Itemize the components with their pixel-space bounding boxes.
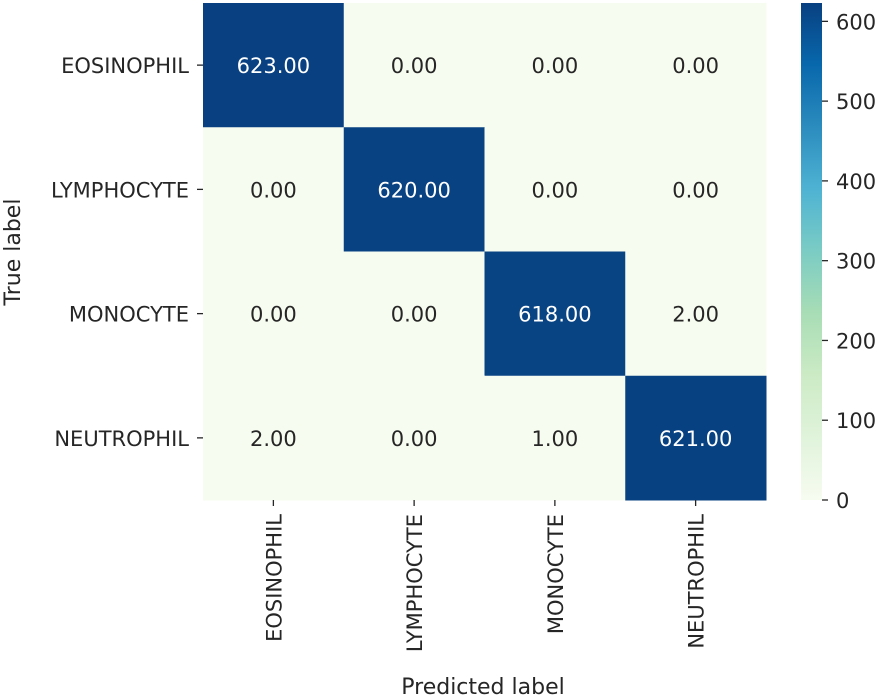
colorbar-ticks: 0 100 200 300 400 500 600 bbox=[822, 10, 876, 513]
colorbar-tick-label: 600 bbox=[836, 10, 876, 34]
heatmap-cell bbox=[625, 127, 767, 252]
y-tick-label: LYMPHOCYTE bbox=[51, 178, 189, 202]
heatmap-cell bbox=[625, 375, 767, 501]
y-tick-label: EOSINOPHIL bbox=[61, 54, 189, 78]
cell-value-label: 0.00 bbox=[250, 303, 297, 327]
cell-value-label: 2.00 bbox=[672, 303, 719, 327]
x-tick-label: LYMPHOCYTE bbox=[403, 514, 427, 652]
x-axis-ticks: EOSINOPHIL LYMPHOCYTE MONOCYTE NEUTROPHIL bbox=[262, 500, 709, 652]
cell-value-label: 0.00 bbox=[391, 303, 438, 327]
heatmap-cell bbox=[625, 251, 767, 377]
y-tick-label: NEUTROPHIL bbox=[54, 427, 189, 451]
cell-value-label: 618.00 bbox=[518, 303, 591, 327]
heatmap-cell bbox=[203, 127, 345, 252]
cell-value-label: 1.00 bbox=[531, 427, 578, 451]
cell-value-label: 623.00 bbox=[237, 54, 310, 78]
x-tick-label: MONOCYTE bbox=[544, 514, 568, 634]
heatmap-cell bbox=[625, 3, 767, 128]
cell-value-label: 0.00 bbox=[250, 178, 297, 202]
heatmap-cell-labels: 623.00 0.00 0.00 0.00 0.00 620.00 0.00 0.00 0.00… bbox=[237, 54, 733, 451]
colorbar-tick-label: 300 bbox=[836, 250, 876, 274]
heatmap-cell bbox=[484, 127, 626, 252]
colorbar-tick-label: 100 bbox=[836, 409, 876, 433]
x-axis-label: Predicted label bbox=[401, 675, 564, 700]
cell-value-label: 0.00 bbox=[672, 178, 719, 202]
heatmap-cell bbox=[203, 3, 345, 128]
colorbar-tick-label: 0 bbox=[836, 489, 849, 513]
heatmap-cell bbox=[343, 375, 485, 501]
heatmap-cell bbox=[343, 251, 485, 377]
cell-value-label: 620.00 bbox=[377, 178, 450, 202]
heatmap-cell bbox=[484, 251, 626, 377]
colorbar-tick-label: 400 bbox=[836, 170, 876, 194]
cell-value-label: 0.00 bbox=[391, 54, 438, 78]
x-tick-label: EOSINOPHIL bbox=[262, 514, 286, 642]
colorbar-tick-label: 200 bbox=[836, 329, 876, 353]
heatmap-cell bbox=[484, 3, 626, 128]
colorbar bbox=[801, 3, 822, 500]
heatmap-cell bbox=[484, 375, 626, 501]
cell-value-label: 2.00 bbox=[250, 427, 297, 451]
cell-value-label: 0.00 bbox=[531, 54, 578, 78]
cell-value-label: 621.00 bbox=[659, 427, 732, 451]
colorbar-tick-label: 500 bbox=[836, 90, 876, 114]
heatmap-cell bbox=[343, 127, 485, 252]
y-axis-ticks: EOSINOPHIL LYMPHOCYTE MONOCYTE NEUTROPHIL bbox=[51, 54, 203, 451]
heatmap-cell bbox=[203, 251, 345, 377]
y-tick-label: MONOCYTE bbox=[69, 303, 189, 327]
cell-value-label: 0.00 bbox=[531, 178, 578, 202]
x-tick-label: NEUTROPHIL bbox=[685, 514, 709, 649]
heatmap-cells bbox=[203, 3, 767, 501]
heatmap-cell bbox=[203, 375, 345, 501]
cell-value-label: 0.00 bbox=[391, 427, 438, 451]
heatmap-cell bbox=[343, 3, 485, 128]
y-axis-label: True label bbox=[1, 199, 26, 307]
cell-value-label: 0.00 bbox=[672, 54, 719, 78]
